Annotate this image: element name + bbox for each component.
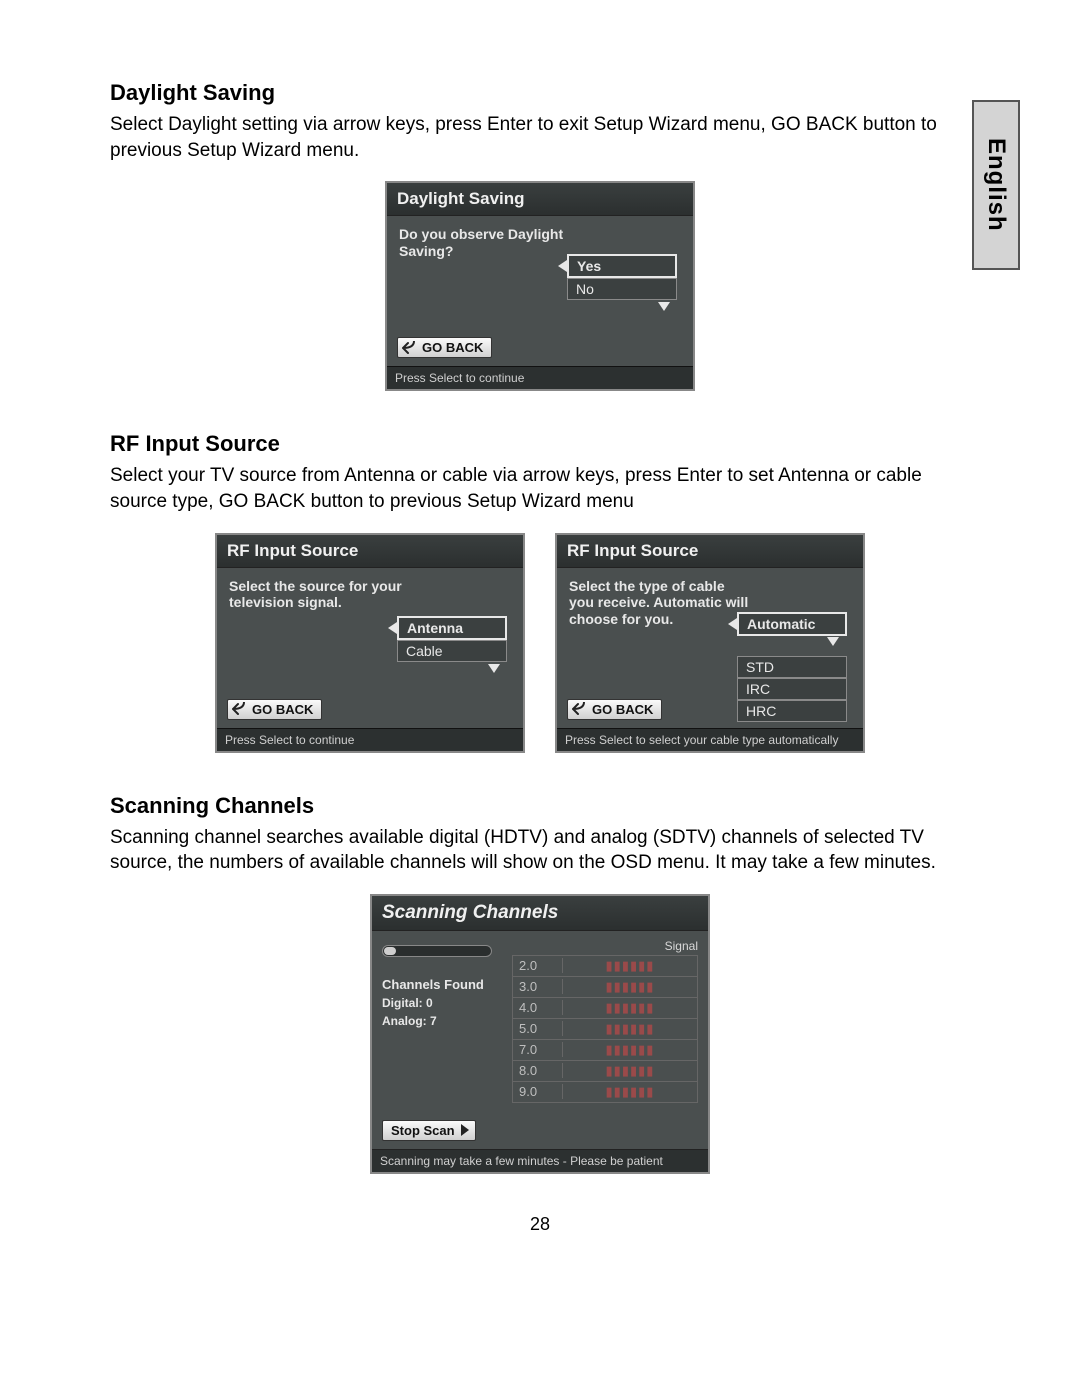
scan-results-table: Signal 2.0▮▮▮▮▮▮3.0▮▮▮▮▮▮4.0▮▮▮▮▮▮5.0▮▮▮…	[512, 939, 698, 1102]
scanning-channels-dialog: Scanning Channels Channels Found Digital…	[370, 894, 710, 1174]
heading-scanning-channels: Scanning Channels	[110, 793, 970, 819]
dialog-title: Daylight Saving	[387, 183, 693, 216]
language-label: English	[982, 138, 1010, 232]
play-icon	[461, 1124, 469, 1136]
dialog-title: RF Input Source	[217, 535, 523, 568]
table-row: 5.0▮▮▮▮▮▮	[512, 1018, 698, 1040]
table-row: 9.0▮▮▮▮▮▮	[512, 1081, 698, 1103]
option-hrc[interactable]: HRC	[737, 700, 847, 722]
dialog-prompt: Select the source for your television si…	[229, 578, 409, 612]
arrow-left-icon	[388, 622, 397, 634]
arrow-down-icon	[488, 664, 500, 673]
channels-found-label: Channels Found	[382, 977, 502, 992]
heading-rf-input: RF Input Source	[110, 431, 970, 457]
go-back-icon	[232, 702, 248, 716]
go-back-button[interactable]: GO BACK	[397, 337, 492, 358]
dialog-title: Scanning Channels	[372, 896, 708, 931]
channel-cell: 8.0	[513, 1063, 563, 1078]
channel-cell: 5.0	[513, 1021, 563, 1036]
go-back-button[interactable]: GO BACK	[567, 699, 662, 720]
dialog-title: RF Input Source	[557, 535, 863, 568]
table-row: 2.0▮▮▮▮▮▮	[512, 955, 698, 977]
stop-scan-button[interactable]: Stop Scan	[382, 1120, 476, 1141]
table-row: 4.0▮▮▮▮▮▮	[512, 997, 698, 1019]
table-row: 8.0▮▮▮▮▮▮	[512, 1060, 698, 1082]
dialog-footer: Press Select to select your cable type a…	[557, 728, 863, 751]
dialog-footer: Scanning may take a few minutes - Please…	[372, 1149, 708, 1172]
analog-count: Analog: 7	[382, 1014, 502, 1028]
go-back-button[interactable]: GO BACK	[227, 699, 322, 720]
channel-cell: 9.0	[513, 1084, 563, 1099]
dialog-footer: Press Select to continue	[217, 728, 523, 751]
arrow-down-icon	[658, 302, 670, 311]
digital-count: Digital: 0	[382, 996, 502, 1010]
body-daylight-saving: Select Daylight setting via arrow keys, …	[110, 112, 970, 163]
option-yes[interactable]: Yes	[567, 254, 677, 278]
table-row: 3.0▮▮▮▮▮▮	[512, 976, 698, 998]
table-row: 7.0▮▮▮▮▮▮	[512, 1039, 698, 1061]
signal-cell: ▮▮▮▮▮▮	[563, 1000, 697, 1016]
option-cable[interactable]: Cable	[397, 640, 507, 662]
signal-cell: ▮▮▮▮▮▮	[563, 1042, 697, 1058]
daylight-saving-dialog: Daylight Saving Do you observe Daylight …	[385, 181, 695, 391]
channel-cell: 3.0	[513, 979, 563, 994]
option-automatic[interactable]: Automatic	[737, 612, 847, 636]
signal-cell: ▮▮▮▮▮▮	[563, 958, 697, 974]
body-rf-input: Select your TV source from Antenna or ca…	[110, 463, 970, 514]
language-tab: English	[972, 100, 1020, 270]
dialog-footer: Press Select to continue	[387, 366, 693, 389]
signal-cell: ▮▮▮▮▮▮	[563, 1063, 697, 1079]
dialog-prompt: Select the type of cable you receive. Au…	[569, 578, 749, 628]
signal-column-header: Signal	[512, 939, 698, 955]
signal-cell: ▮▮▮▮▮▮	[563, 1021, 697, 1037]
arrow-left-icon	[728, 618, 737, 630]
rf-source-dialog: RF Input Source Select the source for yo…	[215, 533, 525, 753]
option-irc[interactable]: IRC	[737, 678, 847, 700]
option-std[interactable]: STD	[737, 656, 847, 678]
page-content: Daylight Saving Select Daylight setting …	[0, 0, 1080, 1275]
channel-cell: 4.0	[513, 1000, 563, 1015]
channel-cell: 7.0	[513, 1042, 563, 1057]
scan-summary: Channels Found Digital: 0 Analog: 7	[382, 939, 502, 1102]
option-antenna[interactable]: Antenna	[397, 616, 507, 640]
go-back-icon	[572, 702, 588, 716]
page-number: 28	[110, 1214, 970, 1235]
heading-daylight-saving: Daylight Saving	[110, 80, 970, 106]
rf-cable-type-dialog: RF Input Source Select the type of cable…	[555, 533, 865, 753]
go-back-icon	[402, 341, 418, 355]
channel-cell: 2.0	[513, 958, 563, 973]
arrow-down-icon	[827, 637, 839, 646]
arrow-left-icon	[558, 260, 567, 272]
dialog-prompt: Do you observe Daylight Saving?	[399, 226, 569, 260]
body-scanning-channels: Scanning channel searches available digi…	[110, 825, 970, 876]
scan-progress-bar	[382, 945, 492, 957]
signal-cell: ▮▮▮▮▮▮	[563, 979, 697, 995]
option-no[interactable]: No	[567, 278, 677, 300]
signal-cell: ▮▮▮▮▮▮	[563, 1084, 697, 1100]
